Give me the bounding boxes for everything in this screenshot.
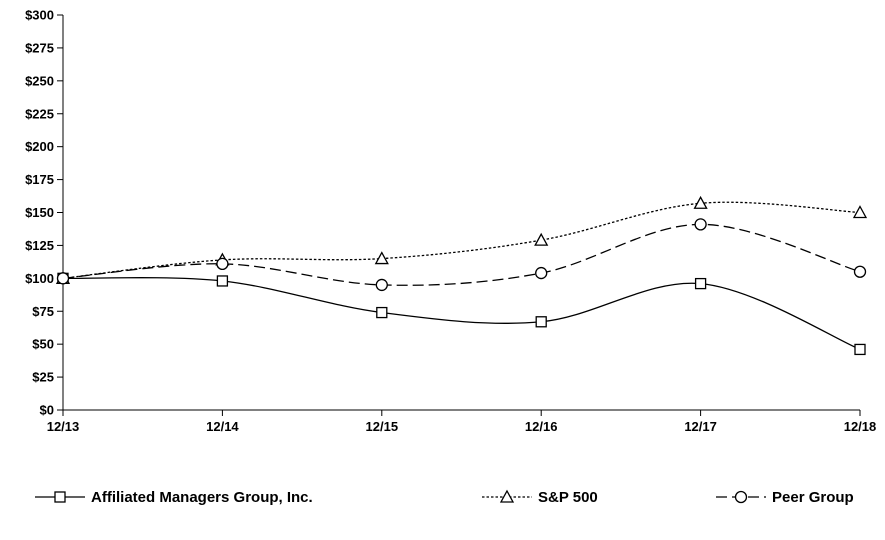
legend-marker-circle (734, 490, 748, 504)
y-tick-label: $25 (32, 370, 54, 385)
x-tick-label: 12/13 (47, 419, 80, 434)
data-point-circle (375, 278, 388, 292)
y-tick-label: $300 (25, 8, 54, 23)
y-tick-label: $175 (25, 172, 54, 187)
data-point-circle (853, 265, 867, 278)
data-point-circle (216, 257, 229, 271)
legend-label: S&P 500 (538, 489, 598, 506)
legend-item: Peer Group (716, 489, 854, 506)
data-point-triangle (693, 195, 708, 209)
series-line (62, 223, 861, 286)
legend-marker-triangle (499, 489, 515, 503)
x-tick-label: 12/16 (525, 419, 558, 434)
y-tick-label: $125 (25, 238, 54, 253)
series-layer (55, 195, 868, 356)
y-tick-label: $100 (25, 271, 54, 286)
x-axis: 12/13 12/14 12/15 12/16 12/17 12/18 (47, 409, 877, 434)
x-tick-label: 12/14 (206, 419, 239, 434)
y-tick-label: $250 (25, 73, 54, 88)
data-point-square (854, 343, 866, 356)
data-point-triangle (852, 205, 868, 219)
series-line (62, 201, 861, 279)
data-point-triangle (534, 232, 549, 246)
y-tick-label: $0 (40, 403, 54, 418)
series-line (62, 277, 861, 351)
x-tick-label: 12/18 (844, 419, 877, 434)
data-point-square (376, 306, 388, 319)
legend-marker-square (54, 491, 66, 503)
data-point-circle (694, 218, 707, 231)
series-1 (57, 272, 866, 356)
y-tick-label: $225 (25, 106, 54, 121)
legend-item: Affiliated Managers Group, Inc. (35, 489, 313, 506)
y-tick-label: $275 (25, 40, 54, 55)
legend-label: Affiliated Managers Group, Inc. (91, 489, 313, 506)
y-tick-label: $150 (25, 205, 54, 220)
data-point-circle (535, 266, 548, 280)
y-tick-label: $50 (32, 337, 54, 352)
data-point-triangle (374, 251, 389, 265)
legend-item: S&P 500 (482, 489, 598, 506)
y-tick-label: $75 (32, 304, 54, 319)
series-2 (55, 195, 868, 284)
legend: Affiliated Managers Group, Inc. S&P 500 Pe… (35, 489, 854, 506)
data-point-square (694, 277, 707, 290)
x-tick-label: 12/17 (684, 419, 717, 434)
series-3 (56, 218, 867, 292)
x-tick-label: 12/15 (366, 419, 399, 434)
data-point-square (535, 316, 547, 328)
data-point-square (216, 275, 229, 287)
legend-label: Peer Group (772, 489, 854, 506)
y-tick-label: $200 (25, 139, 54, 154)
y-axis: $0 $25 $50 $75 $100 $125 $150 $175 $200 $225 $250 $… (25, 8, 64, 418)
data-point-circle (56, 272, 70, 285)
